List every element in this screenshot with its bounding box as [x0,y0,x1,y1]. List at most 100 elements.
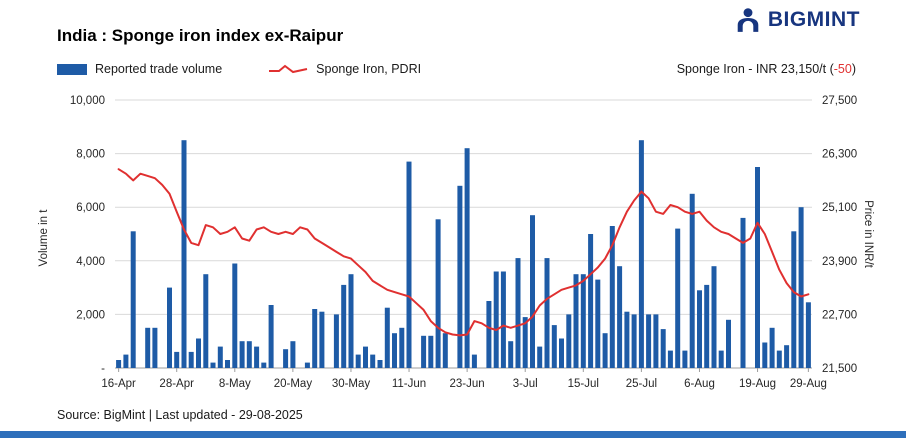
x-axis-tick: 25-Jul [626,378,657,390]
price-callout: Sponge Iron - INR 23,150/t (-50) [677,62,856,76]
volume-bar [493,271,499,368]
volume-bar [319,311,325,368]
volume-bar [290,341,296,368]
volume-bar [740,217,746,368]
x-axis-tick: 16-Apr [101,378,136,390]
volume-bar [377,360,383,368]
volume-bar [609,226,615,368]
volume-bar [588,234,594,368]
brand-name: BIGMINT [767,8,860,31]
price-line-swatch [269,64,308,74]
volume-bar [631,314,637,368]
right-axis-tick: 27,500 [822,95,857,107]
volume-bar [435,219,441,368]
bigmint-logo: BIGMINT [735,7,860,33]
right-axis-tick: 22,700 [822,309,857,321]
volume-bar [711,266,717,368]
volume-bar [188,351,194,368]
x-axis-tick: 11-Jun [392,378,426,390]
right-axis-tick: 26,300 [822,149,857,161]
volume-bar [333,314,339,368]
x-axis-tick: 6-Aug [684,378,715,390]
volume-bar [762,342,768,368]
volume-bar [181,140,187,368]
volume-bar [232,263,238,368]
volume-bar [791,231,797,368]
volume-bar [399,327,405,368]
volume-bar [530,215,535,368]
price-callout-change: -50 [833,62,852,76]
volume-bar [566,314,572,368]
price-line [117,168,810,337]
price-callout-suffix: ) [851,62,856,76]
legend-volume-label: Reported trade volume [95,62,223,76]
volume-bar [254,346,260,368]
volume-bar [421,335,427,368]
volume-bar [617,266,623,368]
volume-bar [457,185,463,368]
volume-bar [508,341,514,368]
volume-bar [283,349,289,368]
left-axis-tick: 8,000 [76,149,105,161]
price-callout-prefix: Sponge Iron - INR 23,150/t ( [676,62,834,76]
volume-bar [355,354,361,368]
volume-bar [428,335,434,368]
volume-bar [646,314,652,368]
volume-bar [145,327,151,368]
volume-bar [384,307,390,368]
volume-bar [769,327,775,368]
x-axis-tick: 19-Aug [739,378,776,390]
x-axis-tick: 15-Jul [568,378,599,390]
x-axis-tick: 23-Jun [450,378,485,390]
volume-bar [515,258,521,368]
x-axis-tick: 28-Apr [159,378,194,390]
volume-bar [239,341,245,368]
x-axis-tick: 3-Jul [513,378,538,390]
volume-bar [624,311,630,368]
volume-bar [152,327,158,368]
volume-bar [174,351,180,368]
volume-bar [312,309,318,368]
volume-bar [682,350,688,368]
volume-bar [304,362,310,368]
volume-bar [167,287,172,368]
x-axis-tick: 8-May [219,378,251,390]
volume-bar [442,333,448,368]
volume-bar [392,333,397,368]
volume-bar [595,279,601,368]
volume-bar [704,284,710,368]
left-axis-tick: 4,000 [76,256,105,268]
volume-bar [755,167,760,368]
volume-bar [210,362,216,368]
volume-bar [559,338,564,368]
volume-bar [544,258,550,368]
legend-volume: Reported trade volume [57,62,222,76]
volume-bar [653,314,659,368]
volume-bar [638,140,644,368]
legend-price: Sponge Iron, PDRI [268,62,421,76]
volume-bar [363,346,368,368]
volume-bar [370,354,376,368]
right-axis-tick: 25,100 [822,202,857,214]
page-title: India : Sponge iron index ex-Raipur [57,26,344,45]
volume-bar [573,274,579,368]
volume-bar [689,193,695,368]
volume-bar [406,161,412,368]
bottom-accent-bar [0,431,906,438]
left-axis-tick: 2,000 [76,309,105,321]
right-axis-tick: 23,900 [822,256,857,268]
source-note: Source: BigMint | Last updated - 29-08-2… [57,408,303,422]
left-axis-tick: 6,000 [76,202,105,214]
volume-bar [784,345,790,368]
volume-bar [776,350,782,368]
bigmint-logo-icon [737,8,759,32]
volume-bar [500,271,506,368]
volume-bar [522,317,528,368]
volume-bar [246,341,252,368]
volume-swatch [57,63,87,75]
volume-bar [675,228,681,368]
volume-bar [123,354,129,368]
right-axis-tick: 21,500 [822,363,857,375]
volume-bar [551,325,557,368]
volume-bar [341,284,347,368]
